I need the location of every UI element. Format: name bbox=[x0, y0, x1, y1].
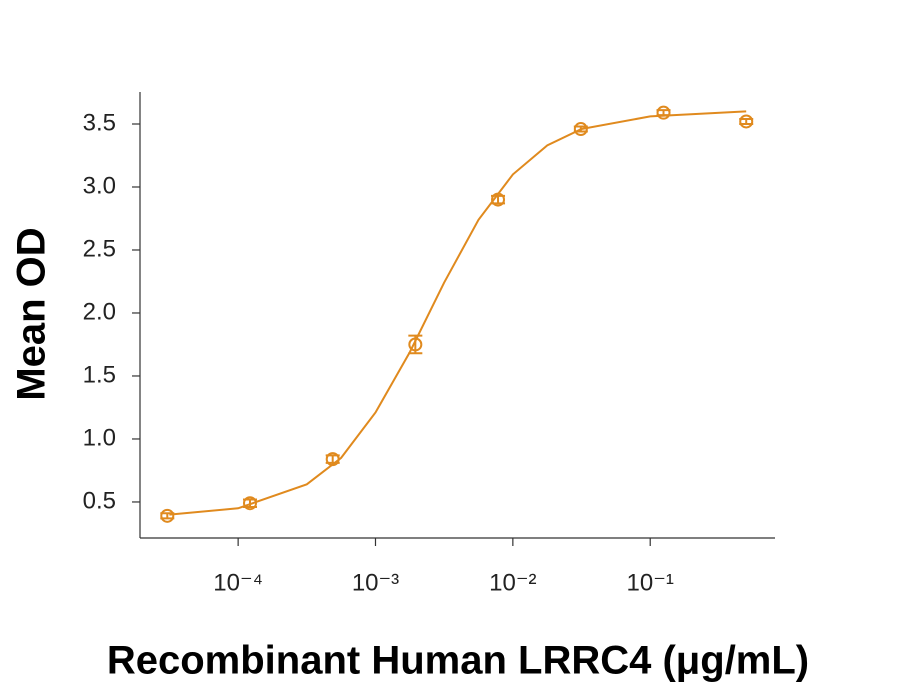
data-point bbox=[739, 114, 754, 129]
x-axis-label: Recombinant Human LRRC4 (μg/mL) bbox=[107, 639, 809, 683]
data-point bbox=[242, 496, 257, 511]
data-point bbox=[160, 508, 175, 523]
y-tick-label: 1.0 bbox=[83, 424, 116, 451]
y-tick-label: 3.0 bbox=[83, 172, 116, 199]
y-tick-label: 2.5 bbox=[83, 235, 116, 262]
data-point bbox=[656, 105, 671, 120]
y-tick-label: 1.5 bbox=[83, 361, 116, 388]
data-point bbox=[491, 192, 506, 207]
data-point bbox=[325, 452, 340, 467]
x-tick-label: 10⁻⁴ bbox=[213, 569, 263, 596]
y-tick-label: 2.0 bbox=[83, 298, 116, 325]
y-axis-label: Mean OD bbox=[10, 227, 54, 400]
fit-curve bbox=[169, 110, 747, 516]
x-tick-label: 10⁻³ bbox=[352, 569, 399, 596]
y-tick-label: 3.5 bbox=[83, 109, 116, 136]
data-point bbox=[573, 122, 588, 137]
x-tick-label: 10⁻¹ bbox=[627, 569, 674, 596]
y-tick-label: 0.5 bbox=[83, 487, 116, 514]
x-tick-label: 10⁻² bbox=[489, 569, 536, 596]
data-point bbox=[408, 337, 423, 352]
